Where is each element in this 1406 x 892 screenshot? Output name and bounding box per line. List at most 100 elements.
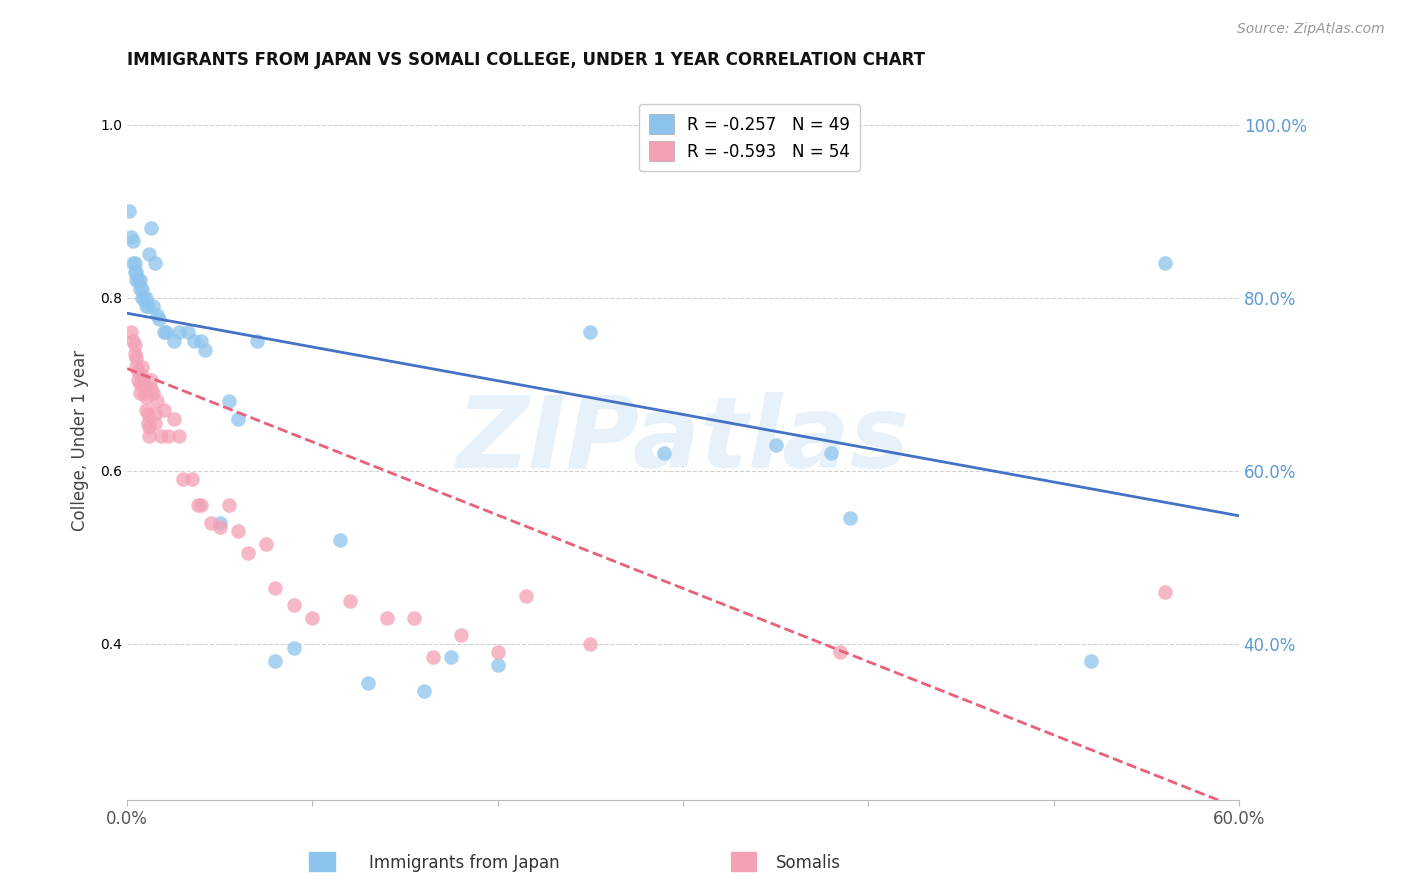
Point [124,338,146,352]
Point [124,256,146,270]
Point [127,273,149,287]
Point [125,265,148,279]
Point [838,511,860,525]
Point [124,347,146,361]
Point [167,429,190,443]
Point [1153,256,1175,270]
Point [208,520,231,534]
Point [515,589,537,603]
Point [143,256,166,270]
Point [124,265,146,279]
Point [1080,654,1102,668]
Point [194,343,217,357]
Point [283,641,305,656]
Y-axis label: College, Under 1 year: College, Under 1 year [72,350,89,531]
Point [132,291,155,305]
Point [135,403,157,417]
Point [218,394,240,409]
Point [440,649,463,664]
Legend: R = -0.257   N = 49, R = -0.593   N = 54: R = -0.257 N = 49, R = -0.593 N = 54 [640,104,860,171]
Point [183,334,205,348]
Point [172,472,194,486]
Point [132,385,155,400]
Point [120,326,142,340]
Point [181,472,204,486]
Point [136,299,159,313]
Point [153,326,176,340]
Point [329,533,352,547]
Point [162,412,184,426]
Point [142,299,165,313]
Point [118,204,141,219]
Point [155,326,177,340]
Point [143,408,166,422]
Point [125,359,148,374]
Point [339,593,361,607]
Point [138,429,160,443]
Point [129,282,152,296]
Point [404,611,426,625]
Point [131,282,153,296]
Point [228,524,250,539]
Text: IMMIGRANTS FROM JAPAN VS SOMALI COLLEGE, UNDER 1 YEAR CORRELATION CHART: IMMIGRANTS FROM JAPAN VS SOMALI COLLEGE,… [127,51,925,69]
Point [187,499,209,513]
Point [135,390,157,404]
Point [131,359,153,374]
Point [486,645,509,659]
Point [138,247,160,261]
Point [143,416,166,430]
Point [654,446,676,460]
Point [236,546,259,560]
Point [141,382,163,396]
Point [264,654,287,668]
Text: Source: ZipAtlas.com: Source: ZipAtlas.com [1237,22,1385,37]
Point [162,334,184,348]
Point [218,499,240,513]
Point [121,235,143,249]
Point [1153,585,1175,599]
Text: Somalis: Somalis [776,855,841,872]
Point [136,408,159,422]
Point [579,637,602,651]
Point [254,537,277,551]
Point [283,598,305,612]
Point [208,516,231,530]
Point [177,326,200,340]
Point [132,377,155,392]
Point [121,334,143,348]
Point [135,299,157,313]
Point [422,649,444,664]
Point [129,385,152,400]
Point [301,611,323,625]
Point [142,385,165,400]
Point [136,416,159,430]
Point [486,658,509,673]
Point [228,412,250,426]
Point [820,446,842,460]
Text: Immigrants from Japan: Immigrants from Japan [368,855,560,872]
Point [156,429,179,443]
Point [830,645,852,659]
Point [129,273,152,287]
Point [375,611,398,625]
Point [125,273,148,287]
Point [190,499,212,513]
Point [200,516,222,530]
Point [264,581,287,595]
Point [246,334,269,348]
Point [138,420,160,434]
Point [357,675,380,690]
Text: ZIPatlas: ZIPatlas [457,392,910,489]
Point [121,256,143,270]
Point [135,291,157,305]
Point [450,628,472,642]
Point [120,230,142,244]
Point [141,373,163,387]
Point [167,326,190,340]
Point [125,351,148,366]
Point [127,364,149,378]
Point [131,368,153,383]
Point [190,334,212,348]
Point [131,291,153,305]
Point [153,403,176,417]
